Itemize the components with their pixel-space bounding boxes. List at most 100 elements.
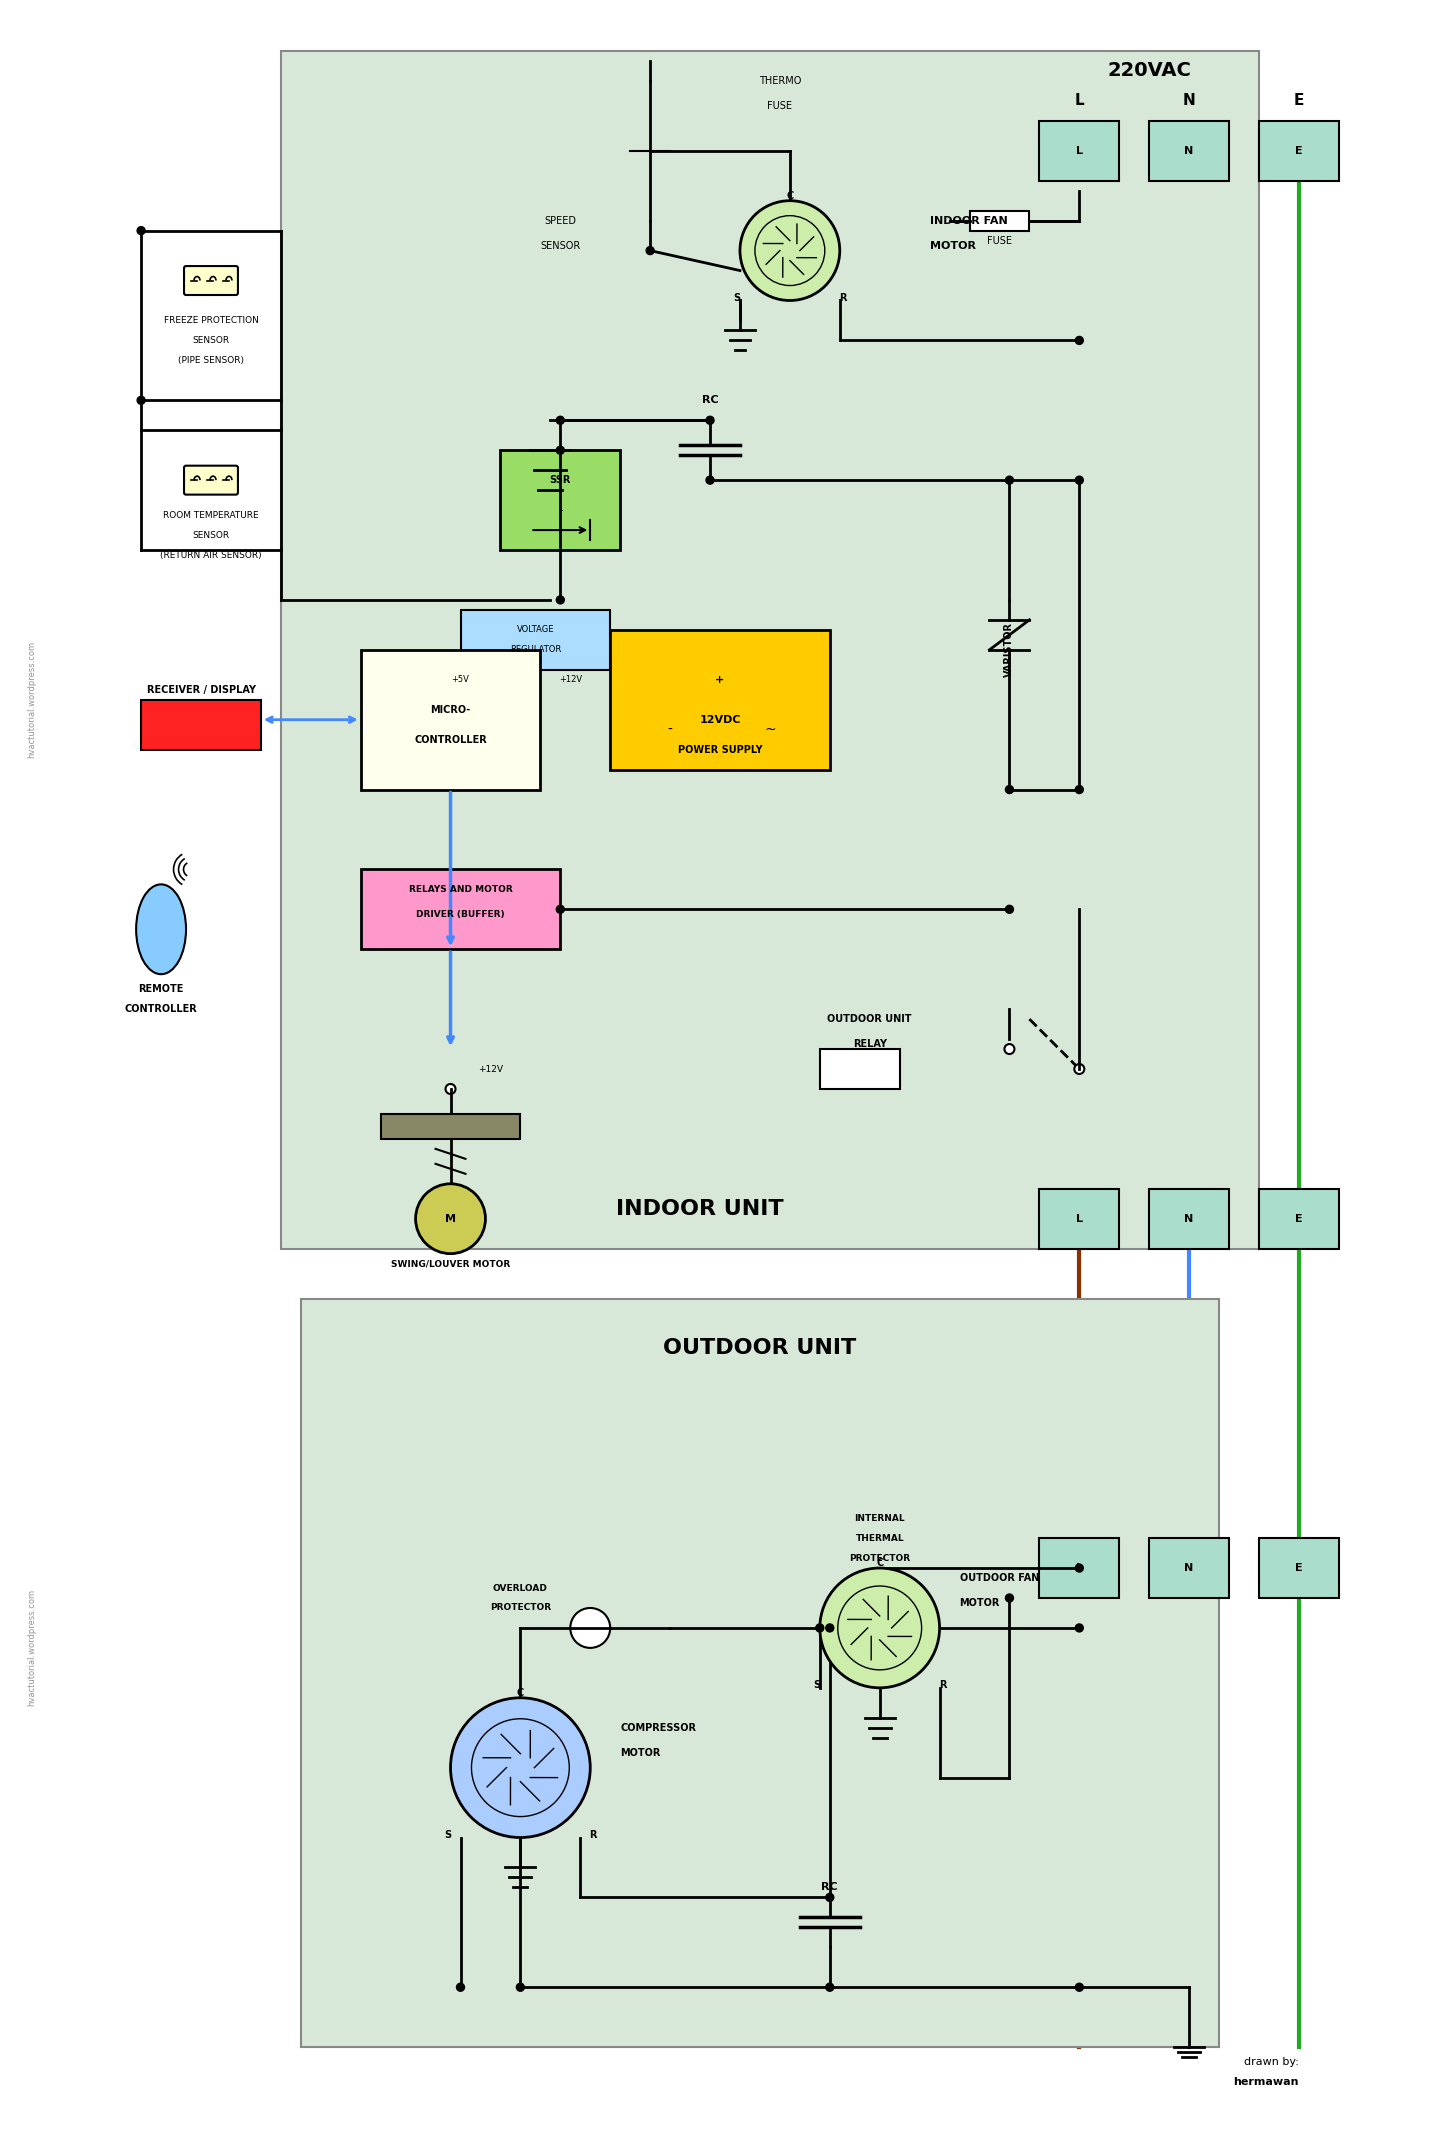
Bar bbox=[1149, 1539, 1228, 1599]
Text: SWING/LOUVER MOTOR: SWING/LOUVER MOTOR bbox=[390, 1259, 510, 1268]
Text: E: E bbox=[1293, 92, 1305, 107]
Text: E: E bbox=[1295, 1214, 1303, 1223]
Bar bbox=[461, 610, 611, 670]
Circle shape bbox=[825, 1893, 834, 1902]
Circle shape bbox=[825, 1625, 834, 1631]
Text: S: S bbox=[814, 1681, 821, 1689]
Text: PROTECTOR: PROTECTOR bbox=[850, 1554, 910, 1562]
Text: N: N bbox=[1185, 146, 1194, 155]
Circle shape bbox=[1005, 1044, 1014, 1053]
Text: R: R bbox=[840, 292, 847, 303]
Text: hvactutorial.wordpress.com: hvactutorial.wordpress.com bbox=[27, 640, 36, 759]
Text: L: L bbox=[1076, 1214, 1083, 1223]
FancyBboxPatch shape bbox=[184, 466, 238, 494]
Circle shape bbox=[1005, 905, 1014, 913]
Text: THERMO: THERMO bbox=[759, 75, 801, 86]
Text: VOLTAGE: VOLTAGE bbox=[517, 625, 554, 634]
Bar bbox=[360, 870, 560, 950]
Text: PROTECTOR: PROTECTOR bbox=[490, 1603, 552, 1612]
Text: RELAY: RELAY bbox=[852, 1040, 887, 1049]
FancyBboxPatch shape bbox=[184, 266, 238, 294]
Text: MICRO-: MICRO- bbox=[431, 705, 471, 716]
Bar bbox=[360, 649, 540, 789]
Bar bbox=[1259, 1188, 1339, 1249]
Circle shape bbox=[556, 905, 564, 913]
Text: MOTOR: MOTOR bbox=[930, 241, 975, 251]
Circle shape bbox=[137, 395, 145, 404]
Circle shape bbox=[825, 1984, 834, 1992]
Bar bbox=[281, 52, 1259, 1249]
Circle shape bbox=[1076, 787, 1083, 793]
Text: POWER SUPPLY: POWER SUPPLY bbox=[678, 744, 762, 754]
Text: E: E bbox=[1295, 146, 1303, 155]
Text: REMOTE: REMOTE bbox=[138, 984, 184, 995]
Circle shape bbox=[1176, 125, 1201, 148]
Text: FUSE: FUSE bbox=[768, 101, 792, 112]
Text: N: N bbox=[1185, 1562, 1194, 1573]
Text: drawn by:: drawn by: bbox=[1244, 2057, 1299, 2067]
Circle shape bbox=[1074, 1064, 1084, 1074]
Circle shape bbox=[1067, 125, 1092, 148]
Text: RC: RC bbox=[701, 395, 719, 406]
Circle shape bbox=[137, 226, 145, 234]
Text: OVERLOAD: OVERLOAD bbox=[492, 1584, 547, 1592]
Text: RC: RC bbox=[821, 1883, 838, 1893]
Text: C: C bbox=[876, 1558, 883, 1569]
Text: REGULATOR: REGULATOR bbox=[510, 645, 562, 653]
Circle shape bbox=[816, 1625, 824, 1631]
Circle shape bbox=[517, 1984, 524, 1992]
Bar bbox=[1149, 120, 1228, 181]
Text: E: E bbox=[1295, 1562, 1303, 1573]
Text: ROOM TEMPERATURE: ROOM TEMPERATURE bbox=[163, 511, 259, 520]
Circle shape bbox=[416, 1184, 485, 1253]
Circle shape bbox=[1076, 1625, 1083, 1631]
Text: SPEED: SPEED bbox=[544, 215, 576, 226]
Text: 220VAC: 220VAC bbox=[1107, 62, 1191, 80]
Text: +12V: +12V bbox=[478, 1064, 503, 1074]
Bar bbox=[969, 211, 1030, 230]
Text: 12VDC: 12VDC bbox=[700, 716, 740, 724]
Text: R: R bbox=[589, 1829, 598, 1840]
Bar bbox=[1040, 1188, 1119, 1249]
Text: CONTROLLER: CONTROLLER bbox=[415, 735, 487, 746]
Text: RELAYS AND MOTOR: RELAYS AND MOTOR bbox=[409, 885, 513, 894]
Circle shape bbox=[556, 595, 564, 604]
Text: S: S bbox=[444, 1829, 451, 1840]
Circle shape bbox=[819, 1569, 939, 1687]
Text: R: R bbox=[939, 1681, 946, 1689]
Text: -: - bbox=[668, 722, 672, 737]
Bar bbox=[1040, 1539, 1119, 1599]
Text: CONTROLLER: CONTROLLER bbox=[125, 1004, 197, 1014]
Text: INTERNAL: INTERNAL bbox=[854, 1513, 904, 1524]
Circle shape bbox=[706, 417, 714, 423]
Text: +: + bbox=[554, 524, 566, 537]
Circle shape bbox=[1076, 337, 1083, 344]
Circle shape bbox=[740, 200, 840, 301]
Circle shape bbox=[647, 247, 654, 254]
Circle shape bbox=[1005, 477, 1014, 484]
Circle shape bbox=[1076, 1984, 1083, 1992]
Bar bbox=[380, 1113, 520, 1139]
Circle shape bbox=[556, 417, 564, 423]
Text: SENSOR: SENSOR bbox=[193, 335, 229, 346]
Text: DRIVER (BUFFER): DRIVER (BUFFER) bbox=[416, 909, 505, 920]
Circle shape bbox=[445, 1083, 455, 1094]
Text: OUTDOOR FAN: OUTDOOR FAN bbox=[959, 1573, 1038, 1584]
Bar bbox=[1259, 1539, 1339, 1599]
Text: FREEZE PROTECTION: FREEZE PROTECTION bbox=[164, 316, 258, 324]
Bar bbox=[1040, 120, 1119, 181]
Text: C: C bbox=[786, 191, 793, 200]
Text: (RETURN AIR SENSOR): (RETURN AIR SENSOR) bbox=[160, 550, 262, 559]
Circle shape bbox=[706, 477, 714, 484]
Text: N: N bbox=[1185, 1214, 1194, 1223]
Bar bbox=[819, 1049, 900, 1090]
Bar bbox=[501, 449, 621, 550]
Text: THERMAL: THERMAL bbox=[855, 1534, 904, 1543]
Text: S: S bbox=[733, 292, 740, 303]
Circle shape bbox=[556, 447, 564, 453]
Text: MOTOR: MOTOR bbox=[959, 1599, 999, 1607]
Text: +5V: +5V bbox=[452, 675, 469, 683]
Ellipse shape bbox=[137, 885, 186, 973]
Text: SSR: SSR bbox=[550, 475, 572, 486]
Text: FUSE: FUSE bbox=[986, 236, 1012, 245]
